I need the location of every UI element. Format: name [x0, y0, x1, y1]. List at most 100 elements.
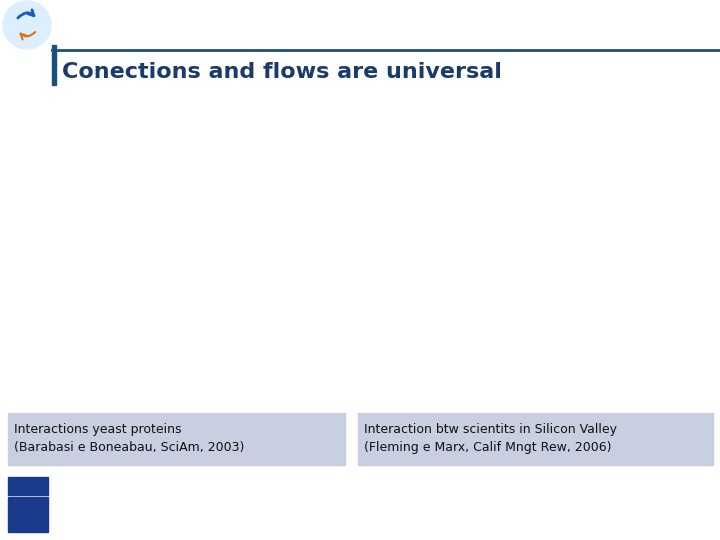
- Point: [154, 323, 166, 332]
- Point: [179, 379, 190, 387]
- Point: [130, 333, 142, 342]
- Point: [201, 213, 212, 221]
- Point: [508, 206, 520, 215]
- Point: [598, 159, 610, 168]
- Point: [499, 298, 510, 306]
- Point: [693, 205, 705, 214]
- Point: [145, 290, 156, 299]
- Point: [675, 209, 686, 218]
- Point: [167, 186, 179, 194]
- Point: [184, 272, 195, 281]
- Point: [110, 325, 122, 333]
- Point: [145, 204, 156, 212]
- Point: [156, 226, 168, 234]
- Point: [160, 286, 171, 294]
- Point: [103, 220, 114, 229]
- Point: [143, 360, 155, 368]
- Point: [476, 252, 487, 261]
- Point: [585, 204, 597, 212]
- Point: [179, 150, 190, 158]
- Point: [182, 311, 194, 320]
- Point: [184, 125, 195, 134]
- Point: [653, 126, 665, 135]
- Point: [232, 147, 243, 156]
- Point: [265, 301, 276, 310]
- Point: [217, 238, 229, 246]
- Point: [609, 238, 621, 246]
- Point: [171, 317, 183, 326]
- Point: [545, 230, 557, 238]
- Point: [197, 427, 209, 436]
- Point: [467, 93, 479, 102]
- Point: [396, 281, 408, 290]
- Point: [613, 134, 625, 143]
- Point: [175, 220, 186, 228]
- Point: [675, 264, 687, 273]
- Point: [179, 332, 191, 340]
- Point: [218, 185, 230, 193]
- Point: [26, 309, 37, 318]
- Point: [527, 251, 539, 259]
- Point: [410, 332, 421, 340]
- Point: [509, 270, 521, 279]
- Point: [419, 128, 431, 137]
- Point: [320, 194, 332, 202]
- Point: [261, 217, 272, 226]
- Point: [529, 253, 541, 262]
- Point: [395, 237, 406, 246]
- Point: [542, 258, 554, 267]
- Point: [417, 200, 428, 209]
- Point: [672, 336, 683, 345]
- Point: [614, 326, 626, 335]
- Point: [211, 212, 222, 221]
- Point: [644, 132, 655, 141]
- Point: [219, 313, 230, 321]
- Point: [526, 435, 537, 444]
- Point: [209, 259, 220, 267]
- Point: [433, 313, 445, 321]
- Point: [125, 262, 137, 271]
- Point: [493, 181, 505, 190]
- Point: [112, 220, 123, 228]
- Point: [253, 151, 265, 160]
- Point: [204, 207, 215, 215]
- Point: [667, 222, 678, 231]
- Point: [181, 206, 193, 215]
- Point: [530, 131, 541, 139]
- Point: [526, 85, 537, 93]
- Point: [659, 223, 670, 232]
- Point: [201, 273, 212, 282]
- Point: [503, 381, 514, 389]
- Point: [449, 231, 461, 239]
- Point: [593, 198, 605, 206]
- Point: [184, 81, 196, 90]
- Point: [573, 212, 585, 220]
- Point: [466, 215, 477, 224]
- Point: [162, 227, 174, 236]
- Point: [106, 195, 117, 204]
- Point: [126, 223, 138, 232]
- Point: [537, 271, 549, 280]
- Point: [179, 289, 191, 298]
- Point: [629, 308, 641, 317]
- Point: [387, 205, 398, 214]
- Point: [109, 235, 120, 244]
- Point: [248, 231, 259, 240]
- Point: [223, 98, 235, 106]
- Point: [552, 235, 563, 244]
- Point: [185, 371, 197, 380]
- Point: [521, 260, 533, 269]
- Point: [414, 142, 426, 151]
- Point: [524, 90, 536, 99]
- Point: [413, 270, 425, 279]
- Point: [252, 269, 264, 278]
- Point: [237, 286, 248, 295]
- Point: [109, 189, 120, 198]
- Point: [151, 210, 163, 218]
- Point: [480, 242, 492, 251]
- Point: [233, 290, 245, 299]
- Point: [504, 202, 516, 211]
- Point: [181, 148, 193, 157]
- Point: [199, 262, 211, 271]
- Point: [155, 237, 166, 246]
